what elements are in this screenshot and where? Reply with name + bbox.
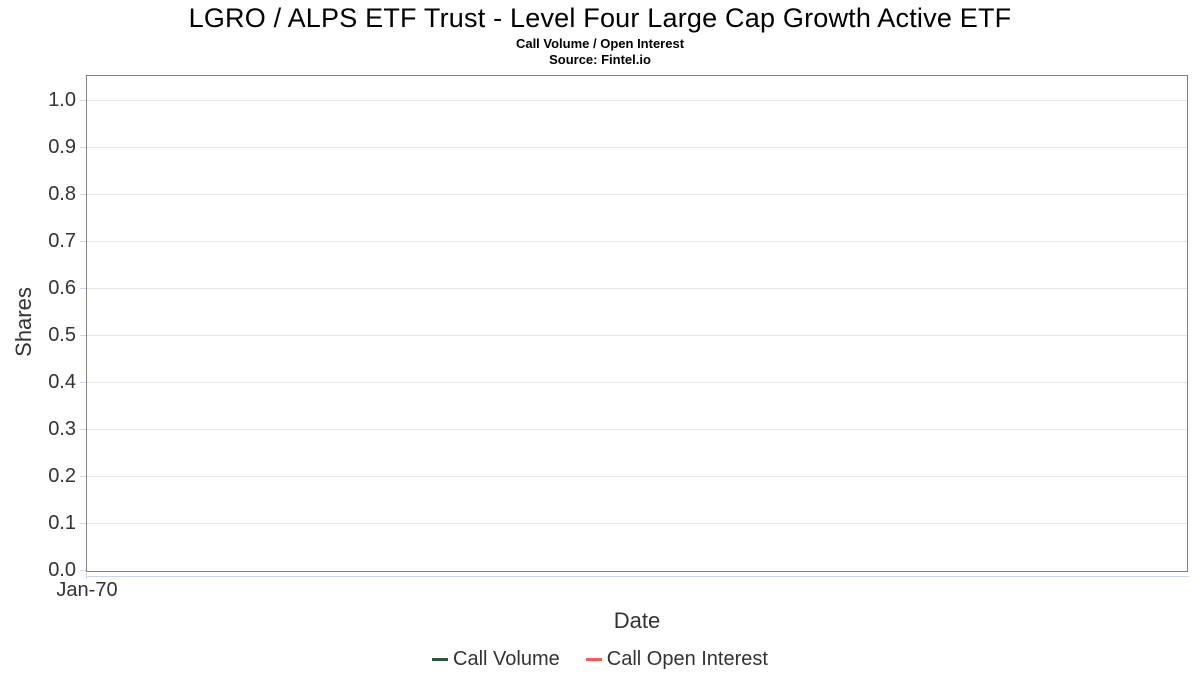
legend-item-call-volume[interactable]: Call Volume — [432, 648, 560, 671]
gridline — [87, 429, 1187, 430]
y-tick-label: 0.6 — [48, 277, 76, 299]
x-tick-mark — [86, 573, 87, 579]
gridline — [87, 335, 1187, 336]
y-tick-label: 0.2 — [48, 465, 76, 487]
gridline — [87, 194, 1187, 195]
gridline — [87, 382, 1187, 383]
gridline — [87, 100, 1187, 101]
y-tick-label: 1.0 — [48, 89, 76, 111]
y-tick-label: 0.0 — [48, 559, 76, 581]
y-tick-label: 0.1 — [48, 512, 76, 534]
gridline — [87, 288, 1187, 289]
y-tick-label: 0.8 — [48, 183, 76, 205]
y-tick-mark — [80, 194, 86, 195]
plot-area — [86, 75, 1188, 572]
gridline — [87, 147, 1187, 148]
y-tick-mark — [80, 476, 86, 477]
y-tick-label: 0.9 — [48, 136, 76, 158]
y-tick-label: 0.3 — [48, 418, 76, 440]
legend-label: Call Open Interest — [606, 647, 768, 670]
x-tick-label: Jan-70 — [56, 579, 118, 601]
y-tick-mark — [80, 570, 86, 571]
y-tick-label: 0.7 — [48, 230, 76, 252]
legend-label: Call Volume — [453, 647, 560, 670]
gridline — [87, 476, 1187, 477]
gridline — [87, 241, 1187, 242]
legend: Call Volume Call Open Interest — [0, 645, 1200, 673]
y-tick-mark — [80, 147, 86, 148]
y-tick-mark — [80, 429, 86, 430]
chart-source: Source: Fintel.io — [549, 52, 651, 67]
y-tick-mark — [80, 523, 86, 524]
legend-item-call-open-interest[interactable]: Call Open Interest — [585, 647, 768, 671]
y-tick-mark — [80, 100, 86, 101]
y-tick-mark — [80, 335, 86, 336]
x-axis-title: Date — [613, 608, 661, 633]
y-tick-label: 0.5 — [48, 324, 76, 346]
y-tick-label: 0.4 — [48, 371, 76, 393]
legend-swatch-call-open-interest — [585, 657, 602, 661]
x-axis-line — [86, 576, 1189, 577]
y-tick-mark — [80, 241, 86, 242]
chart-title: LGRO / ALPS ETF Trust - Level Four Large… — [188, 3, 1012, 33]
legend-swatch-call-volume — [432, 657, 449, 661]
y-tick-mark — [80, 288, 86, 289]
y-tick-mark — [80, 382, 86, 383]
gridline — [87, 523, 1187, 524]
chart-subtitle: Call Volume / Open Interest — [515, 36, 685, 51]
